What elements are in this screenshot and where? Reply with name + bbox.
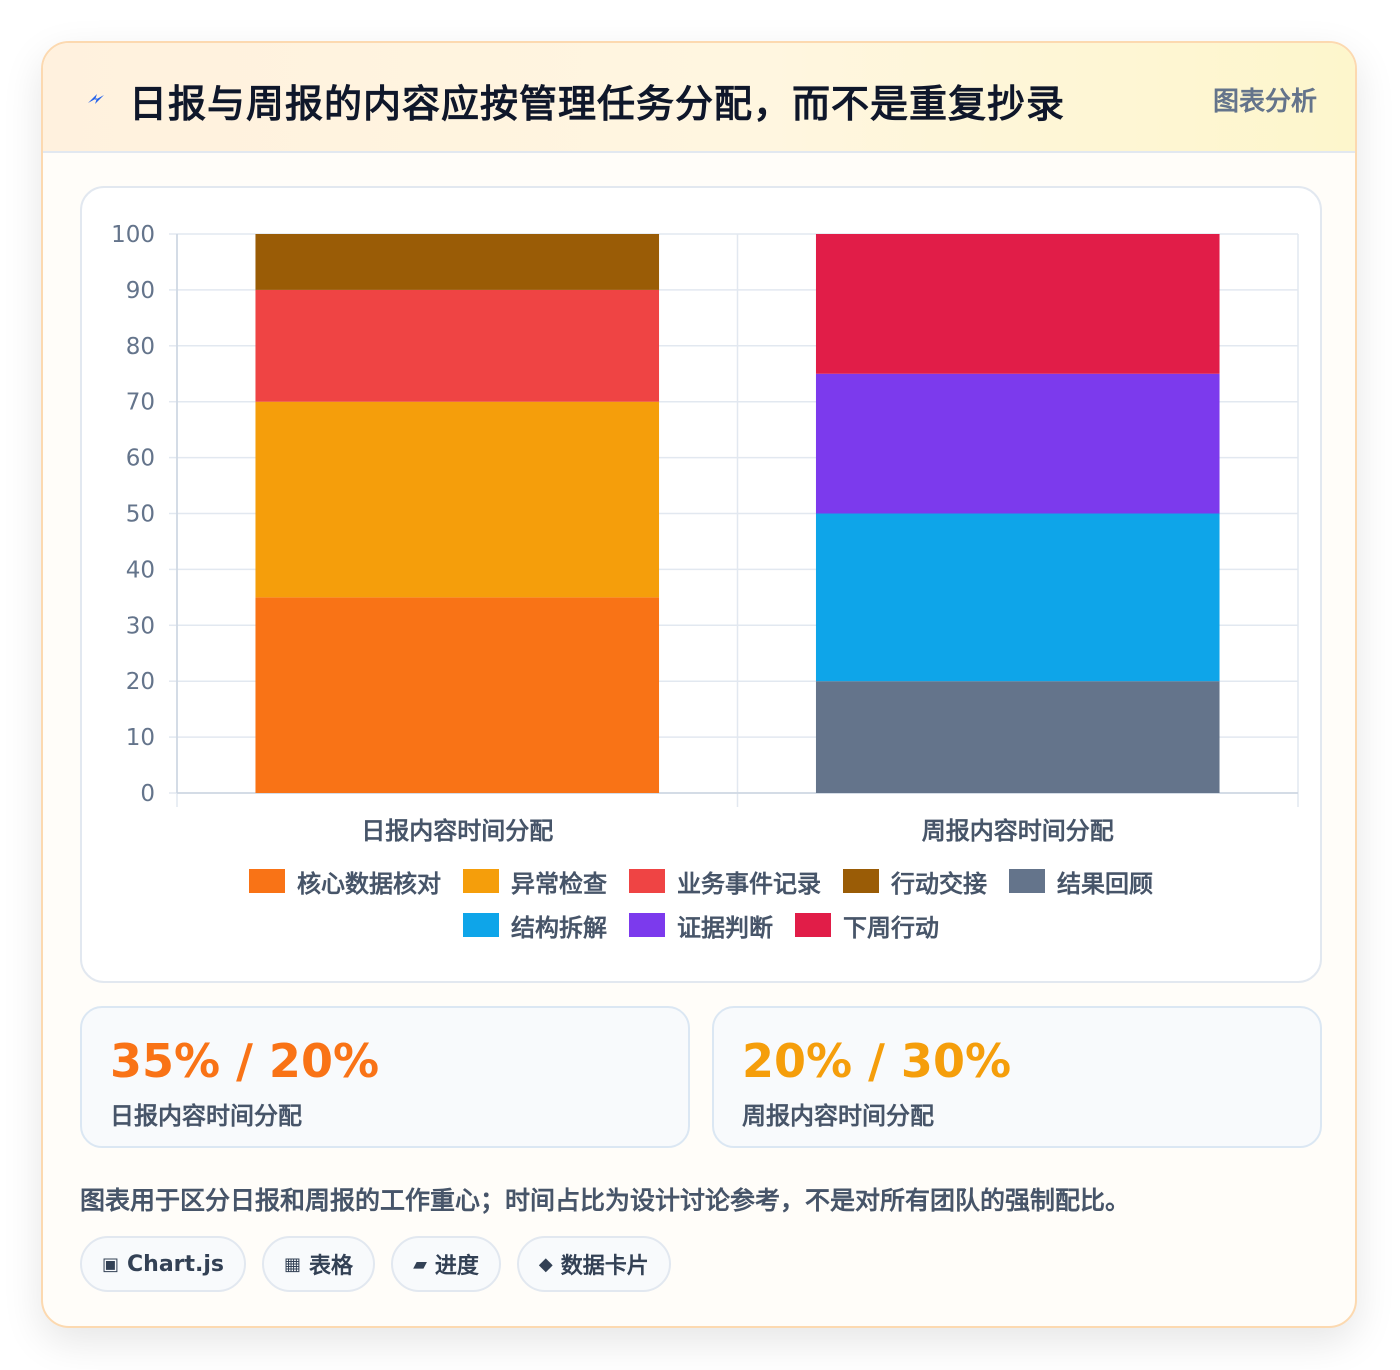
legend-item[interactable]: 下周行动: [795, 910, 939, 942]
chart-footnote: 图表用于区分日报和周报的工作重心；时间占比为设计讨论参考，不是对所有团队的强制配…: [80, 1186, 1131, 1215]
legend-swatch: [629, 913, 665, 937]
y-tick-label: 10: [126, 725, 155, 751]
bar-segment: [815, 681, 1220, 793]
tag-label: 进度: [434, 1254, 479, 1279]
bar-segment: [255, 401, 660, 598]
legend-label: 结果回顾: [1057, 869, 1153, 898]
table-icon: ▦: [284, 1253, 302, 1275]
legend-swatch: [629, 869, 665, 893]
legend-swatch: [843, 869, 879, 893]
y-tick-label: 30: [126, 613, 155, 639]
tag-label: 数据卡片: [560, 1254, 649, 1279]
y-tick-label: 0: [140, 781, 155, 807]
legend-swatch: [1009, 869, 1045, 893]
legend-label: 异常检查: [511, 869, 607, 898]
tag-chartjs[interactable]: ▣ Chart.js: [80, 1236, 247, 1292]
chart-container: 0 10 20 30 40 50 60 70 80 90 100 日报内容时间分配 周报内容时间分配 核…: [80, 186, 1322, 983]
y-tick-label: 20: [126, 669, 155, 695]
x-tick-label: 日报内容时间分配: [361, 817, 553, 845]
tech-tags: ▣ Chart.js ▦ 表格 ▰ 进度 ◆ 数据卡片: [80, 1236, 687, 1292]
chart-card: 日报与周报的内容应按管理任务分配，而不是重复抄录 图表分析 0 10 20 30 40 5…: [41, 41, 1357, 1328]
stat-label: 周报内容时间分配: [742, 1102, 934, 1130]
tag-data-card[interactable]: ◆ 数据卡片: [516, 1236, 671, 1292]
legend-swatch: [249, 869, 285, 893]
bar-segment: [815, 513, 1220, 682]
bar-segment: [255, 234, 660, 290]
stat-label: 日报内容时间分配: [110, 1102, 302, 1130]
legend-label: 业务事件记录: [677, 869, 821, 898]
bar-segment: [255, 289, 660, 402]
legend-label: 下周行动: [843, 913, 939, 942]
bar-segment: [815, 234, 1220, 374]
stat-value: 35% / 20%: [110, 1034, 380, 1088]
legend-item[interactable]: 结果回顾: [1009, 866, 1153, 898]
legend-label: 行动交接: [891, 869, 987, 898]
bar-segment: [815, 373, 1220, 514]
y-tick-label: 80: [126, 334, 155, 360]
tag-label: Chart.js: [127, 1251, 225, 1277]
tag-label: 表格: [309, 1254, 354, 1279]
bar-segment: [255, 597, 660, 793]
x-tick-label: 周报内容时间分配: [922, 817, 1114, 845]
lightning-icon: [88, 94, 104, 104]
stat-card-weekly: 20% / 30% 周报内容时间分配: [712, 1006, 1322, 1148]
legend-swatch: [463, 869, 499, 893]
legend-item[interactable]: 异常检查: [463, 866, 607, 898]
y-tick-label: 70: [126, 390, 155, 416]
legend-label: 结构拆解: [511, 913, 607, 942]
stat-value: 20% / 30%: [742, 1034, 1012, 1088]
legend-swatch: [463, 913, 499, 937]
tag-table[interactable]: ▦ 表格: [262, 1236, 376, 1292]
legend-item[interactable]: 行动交接: [843, 866, 987, 898]
legend-item[interactable]: 结构拆解: [463, 910, 607, 942]
y-tick-label: 40: [126, 557, 155, 583]
legend-label: 核心数据核对: [297, 869, 441, 898]
stat-card-daily: 35% / 20% 日报内容时间分配: [80, 1006, 690, 1148]
y-tick-label: 50: [126, 502, 155, 528]
legend-swatch: [795, 913, 831, 937]
legend-item[interactable]: 业务事件记录: [629, 866, 821, 898]
legend-item[interactable]: 证据判断: [629, 910, 773, 942]
tag-progress[interactable]: ▰ 进度: [391, 1236, 501, 1292]
data-card-icon: ◆: [538, 1253, 553, 1275]
chart-icon: ▣: [102, 1253, 120, 1275]
stacked-bar-chart: 0 10 20 30 40 50 60 70 80 90 100 日报内容时间分配 周报内容时间分配: [111, 222, 1299, 845]
y-tick-label: 100: [111, 222, 155, 248]
y-tick-label: 60: [126, 446, 155, 472]
page-title: 日报与周报的内容应按管理任务分配，而不是重复抄录: [129, 82, 1066, 126]
y-tick-label: 90: [126, 278, 155, 304]
progress-icon: ▰: [413, 1253, 427, 1275]
chart-legend: 核心数据核对 异常检查 业务事件记录 行动交接 结果回顾结构拆解 证据判断 下周行动: [82, 866, 1320, 942]
chart-analysis-tag: 图表分析: [1212, 87, 1317, 117]
legend-label: 证据判断: [677, 913, 773, 942]
card-header: 日报与周报的内容应按管理任务分配，而不是重复抄录 图表分析: [43, 43, 1355, 153]
legend-item[interactable]: 核心数据核对: [249, 866, 441, 898]
